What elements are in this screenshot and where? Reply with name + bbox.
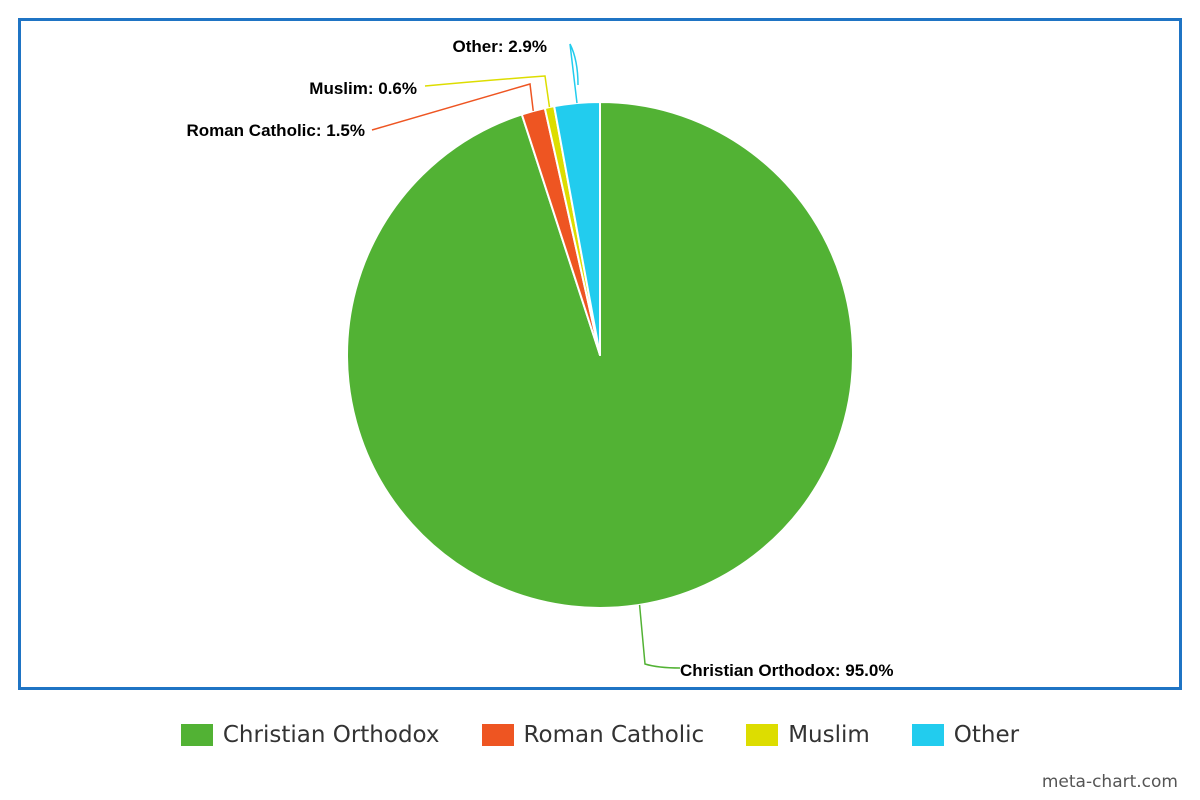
legend-label: Muslim xyxy=(788,722,870,748)
legend: Christian Orthodox Roman Catholic Muslim… xyxy=(0,722,1200,748)
legend-swatch xyxy=(481,724,514,746)
connector-line xyxy=(371,83,534,131)
connector-line xyxy=(569,43,579,104)
legend-item-christian-orthodox[interactable]: Christian Orthodox xyxy=(180,722,440,748)
legend-item-other[interactable]: Other xyxy=(911,722,1020,748)
legend-swatch xyxy=(911,724,944,746)
connector-line xyxy=(424,75,551,108)
connector-line xyxy=(638,604,681,669)
legend-swatch xyxy=(746,724,779,746)
legend-label: Roman Catholic xyxy=(523,722,705,748)
legend-label: Other xyxy=(953,722,1020,748)
data-label-roman-catholic: Roman Catholic: 1.5% xyxy=(186,121,365,140)
legend-item-roman-catholic[interactable]: Roman Catholic xyxy=(481,722,705,748)
legend-swatch xyxy=(180,724,213,746)
data-label-christian-orthodox: Christian Orthodox: 95.0% xyxy=(680,661,893,680)
credit-text[interactable]: meta-chart.com xyxy=(1041,772,1178,792)
legend-item-muslim[interactable]: Muslim xyxy=(746,722,870,748)
data-label-other: Other: 2.9% xyxy=(453,37,547,56)
legend-label: Christian Orthodox xyxy=(222,722,440,748)
data-label-muslim: Muslim: 0.6% xyxy=(309,79,417,98)
